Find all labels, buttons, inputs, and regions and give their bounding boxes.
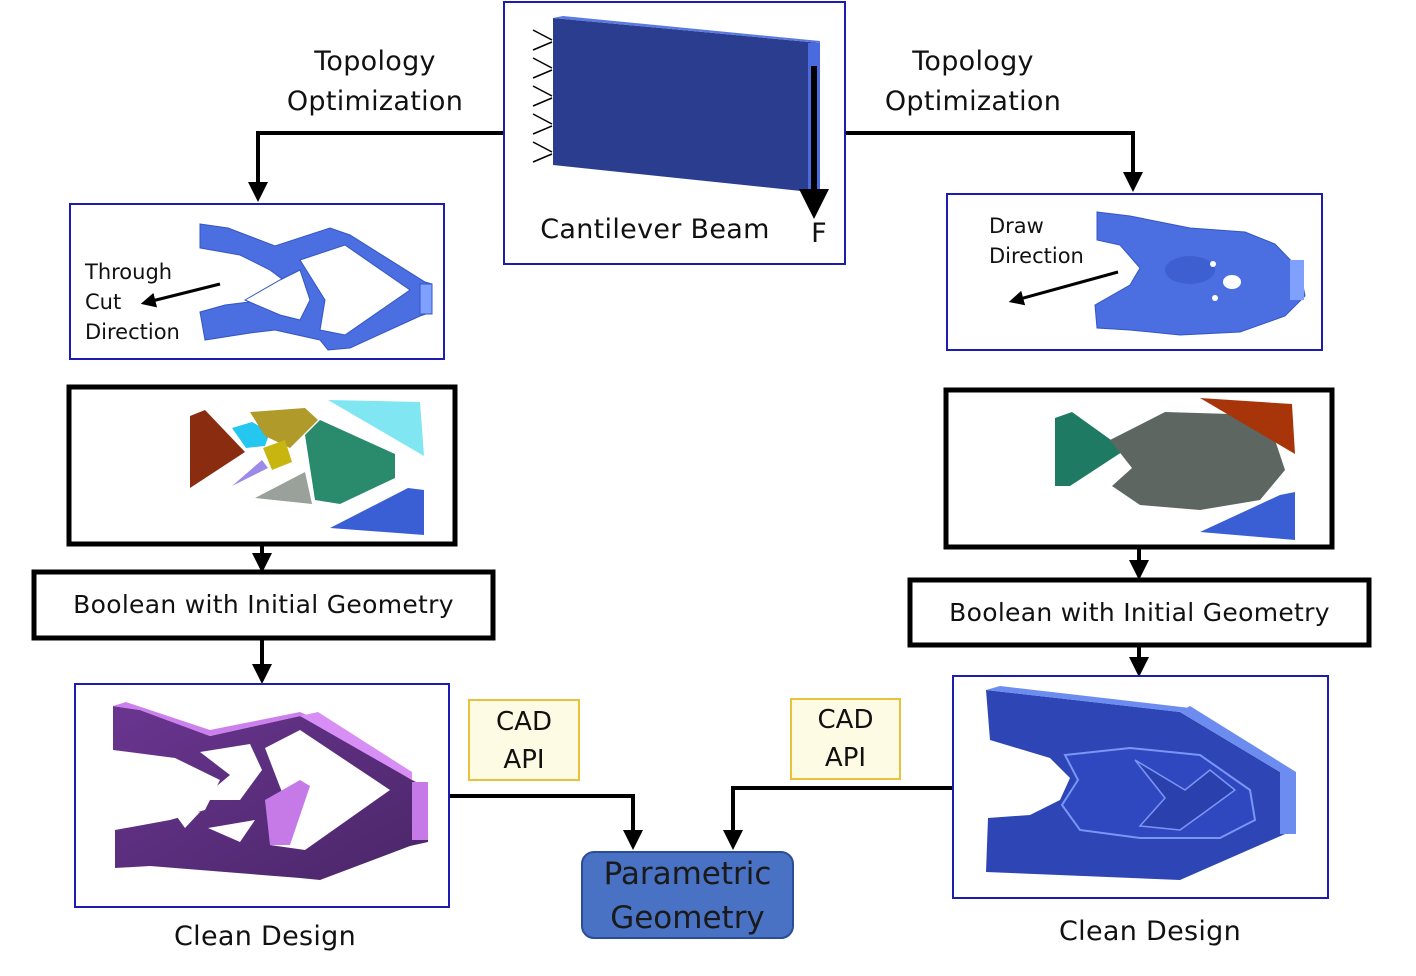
draw-direction-label: Draw Direction [989, 214, 1084, 268]
right-boolean-box [907, 577, 1372, 648]
parametric-geometry-label: Parametric Geometry [603, 856, 772, 936]
left-boolean-label: Boolean with Initial Geometry [73, 590, 454, 619]
connector-top-left [248, 131, 504, 202]
parametric-geometry-box [581, 851, 794, 939]
left-boolean-box [31, 569, 496, 641]
right-boolean-label: Boolean with Initial Geometry [949, 598, 1330, 627]
left-topology-label: Topology Optimization [286, 46, 464, 117]
right-cad-api-box [790, 698, 901, 780]
left-clean-design-icon [113, 702, 428, 880]
right-cad-api-label: CAD API [817, 705, 874, 773]
connector-top-right [845, 131, 1143, 192]
right-topology-label: Topology Optimization [884, 46, 1062, 117]
draw-direction-arrow [1008, 270, 1119, 306]
cantilever-beam-label: Cantilever Beam [540, 214, 770, 245]
left-clean-design-label: Clean Design [173, 921, 357, 952]
right-clean-design-icon [986, 686, 1296, 880]
left-decomposition-icon [190, 400, 424, 535]
right-topology-icon [1094, 211, 1306, 336]
left-cad-api-label: CAD API [496, 707, 552, 775]
right-clean-design-label: Clean Design [1058, 916, 1242, 947]
force-label: F [811, 218, 827, 249]
right-decomposition-icon [1055, 398, 1295, 540]
connector-to-parametric [449, 786, 953, 850]
left-cad-api-box [468, 699, 580, 781]
through-cut-arrow [140, 282, 221, 308]
through-cut-direction-label: Through Cut Direction [85, 260, 180, 344]
left-topology-icon [199, 223, 433, 351]
cantilever-beam-icon [532, 16, 829, 219]
